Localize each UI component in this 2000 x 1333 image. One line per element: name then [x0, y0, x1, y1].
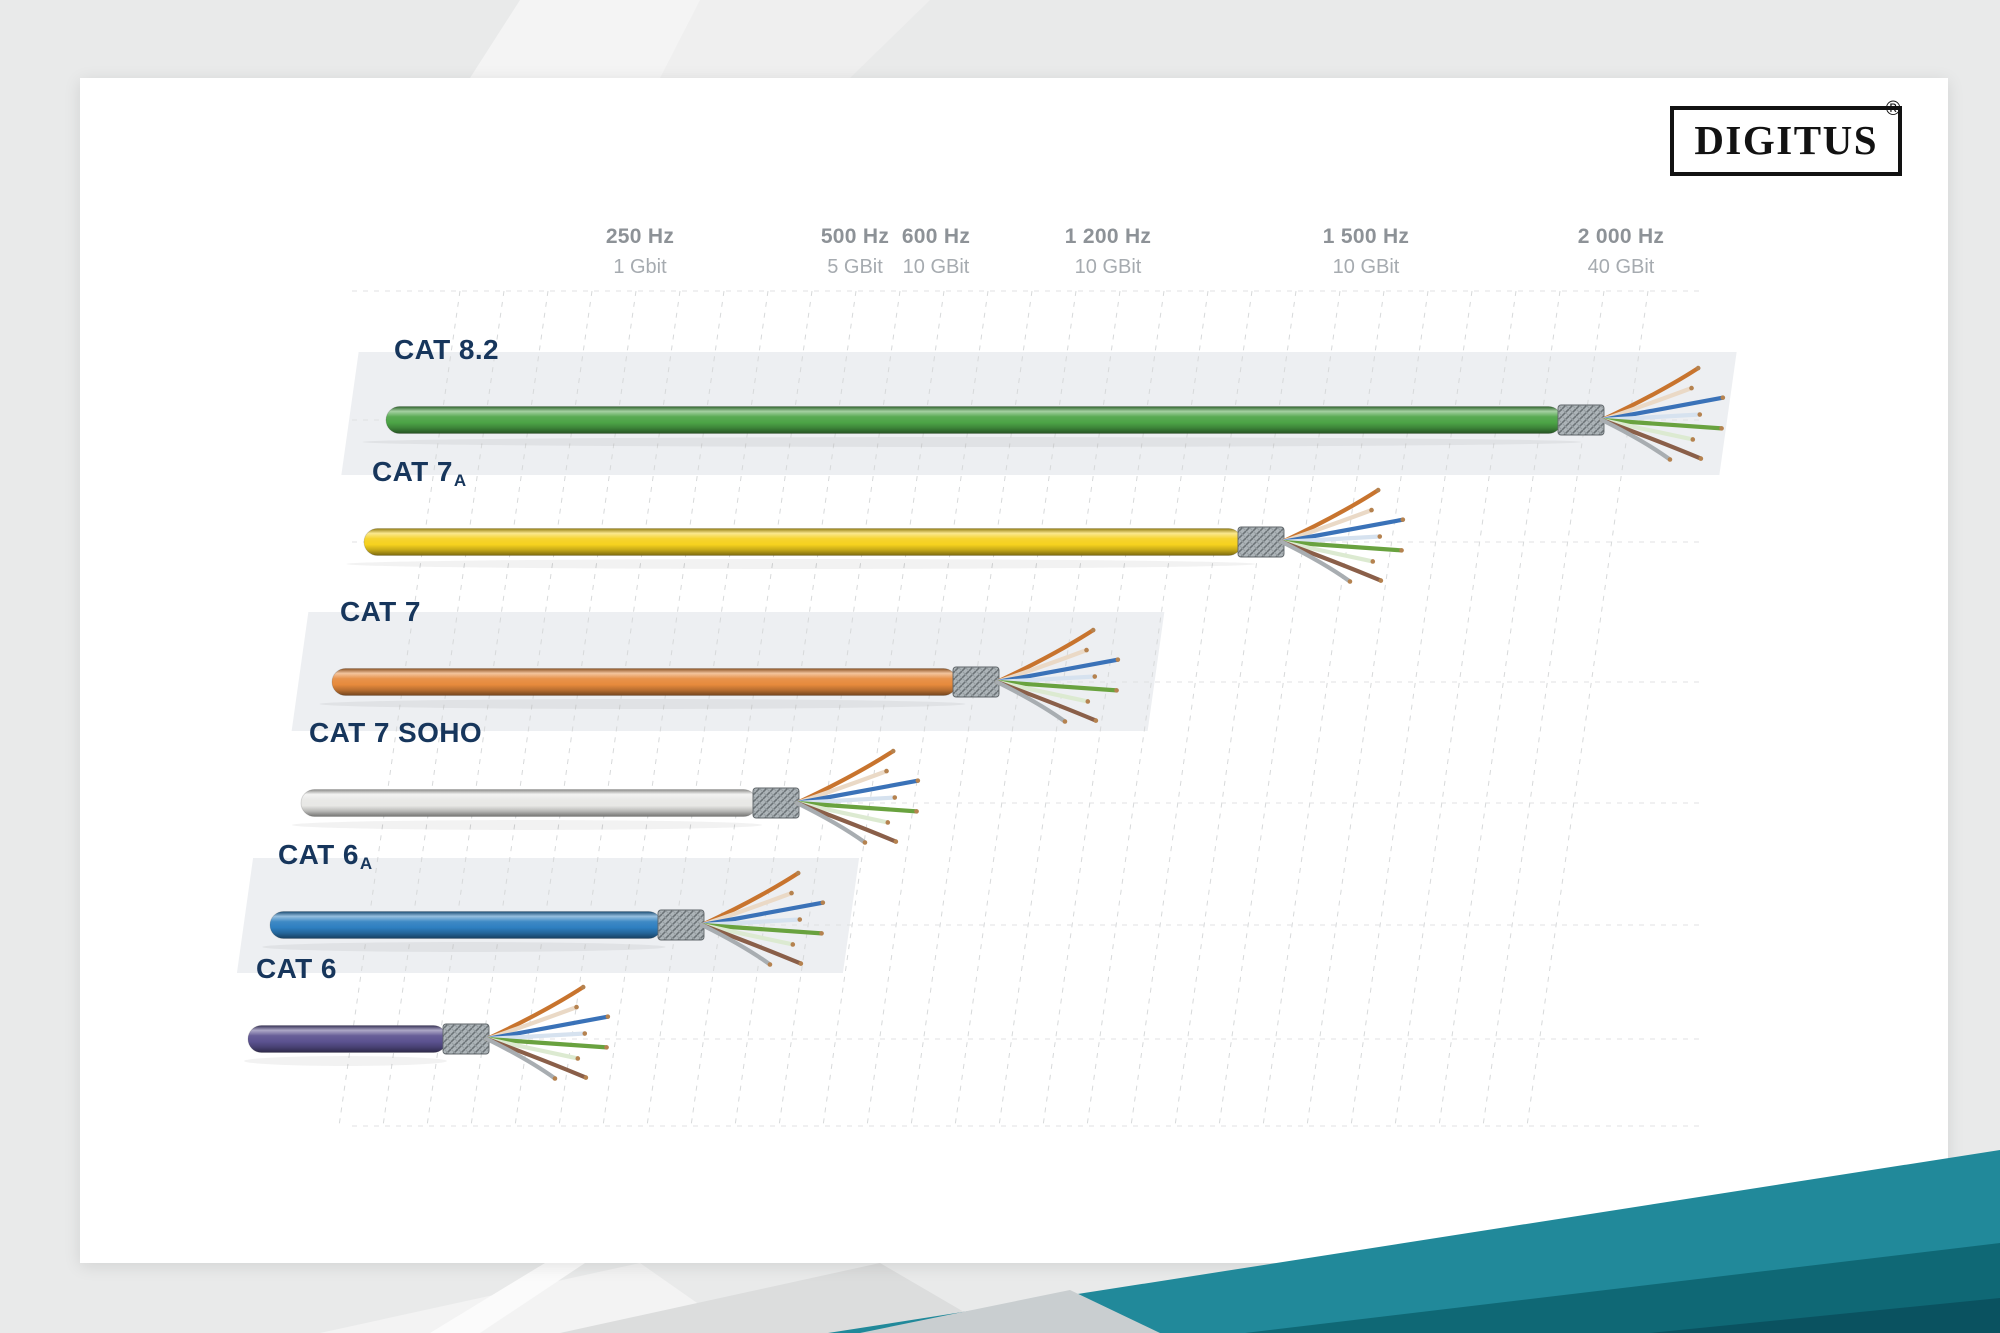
registered-trademark-icon: ®: [1885, 98, 1902, 120]
brand-logo-text: DIGITUS: [1694, 117, 1878, 163]
brand-logo: DIGITUS ®: [1670, 98, 1902, 176]
content-card: DIGITUS ®: [80, 78, 1948, 1263]
